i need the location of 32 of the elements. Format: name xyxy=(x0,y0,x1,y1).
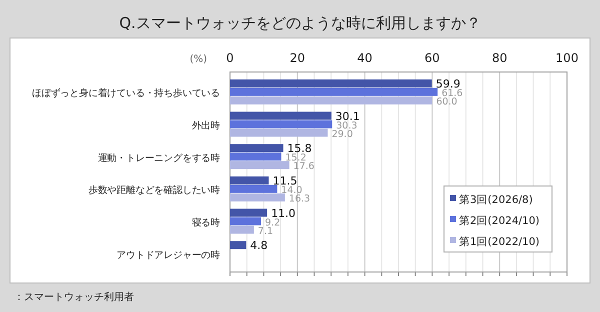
legend-label: 第3回(2026/8) xyxy=(459,194,533,206)
legend-label: 第2回(2024/10) xyxy=(459,215,540,227)
data-label: 11.5 xyxy=(272,174,298,188)
x-tick-label: 100 xyxy=(556,51,578,65)
data-label: 60.0 xyxy=(436,96,458,108)
data-label: 59.9 xyxy=(436,77,460,90)
data-label: 9.2 xyxy=(265,217,280,228)
y-tick-label: アウトドアレジャーの時 xyxy=(116,248,221,261)
y-tick-label: 運動・トレーニングをする時 xyxy=(98,152,221,164)
y-tick-label: 歩数や距離などを確認したい時 xyxy=(88,184,221,196)
data-label: 29.0 xyxy=(332,128,353,140)
text: ：スマートウォッチ利用者 xyxy=(14,291,134,303)
data-label: 11.0 xyxy=(271,206,296,220)
data-label: 30.3 xyxy=(336,120,358,132)
x-axis-title: (%) xyxy=(190,54,208,65)
x-tick-label: 80 xyxy=(492,51,508,65)
data-label: 4.8 xyxy=(250,239,268,252)
data-label: 30.1 xyxy=(335,110,360,123)
data-label: 61.6 xyxy=(442,88,463,99)
legend-label: 第1回(2022/10) xyxy=(459,236,540,248)
y-tick-label: 外出時 xyxy=(192,120,221,132)
x-tick-label: 0 xyxy=(226,51,234,65)
y-tick-label: ほぼずっと身に着けている・持ち歩いている xyxy=(32,87,220,100)
x-tick-label: 20 xyxy=(290,51,306,65)
y-tick-label: 寝る時 xyxy=(192,216,221,228)
data-label: 17.6 xyxy=(293,161,314,172)
data-label: 7.1 xyxy=(258,226,274,237)
x-tick-label: 60 xyxy=(424,51,440,65)
chart-title: Q.スマートウォッチをどのような時に利用しますか？ xyxy=(119,14,481,32)
data-label: 16.3 xyxy=(288,193,310,204)
data-label: 14.0 xyxy=(281,184,302,196)
x-tick-label: 40 xyxy=(357,51,372,65)
